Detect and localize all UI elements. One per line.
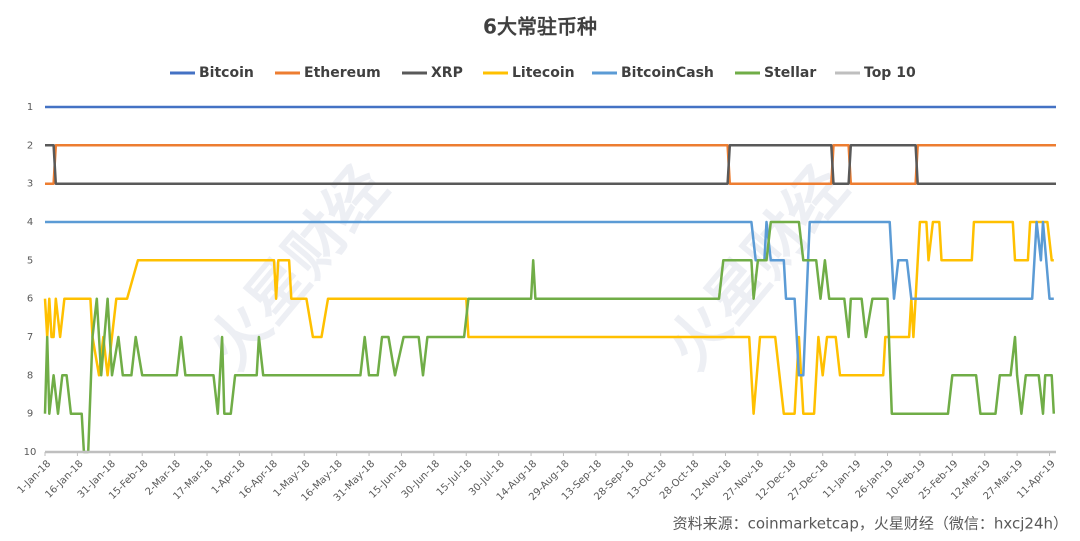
- y-tick-label: 8: [27, 370, 33, 381]
- legend-label: XRP: [431, 65, 463, 81]
- y-tick-label: 1: [27, 102, 33, 113]
- y-tick-label: 2: [27, 140, 33, 151]
- y-tick-label: 7: [27, 332, 33, 343]
- y-tick-label: 5: [27, 255, 33, 266]
- y-tick-label: 4: [27, 217, 33, 228]
- series-line: [45, 220, 1054, 377]
- legend-label: Bitcoin: [199, 65, 254, 81]
- y-tick-label: 6: [27, 294, 33, 305]
- watermark: 火星财经: [193, 153, 401, 382]
- legend-label: Ethereum: [304, 65, 381, 81]
- chart-title: 6大常驻币种: [483, 15, 597, 39]
- legend-label: Litecoin: [512, 65, 575, 81]
- series-line: [45, 144, 1056, 185]
- source-note: 资料来源：coinmarketcap，火星财经（微信：hxcj24h）: [673, 515, 1068, 533]
- series-line: [45, 144, 1056, 185]
- y-tick-label: 10: [24, 447, 37, 458]
- series-line: [43, 220, 1054, 415]
- legend-label: BitcoinCash: [621, 65, 714, 81]
- series-line: [43, 220, 1056, 454]
- y-tick-label: 9: [27, 409, 33, 420]
- y-tick-label: 3: [27, 179, 33, 190]
- legend-label: Top 10: [864, 65, 916, 81]
- legend-label: Stellar: [764, 65, 816, 81]
